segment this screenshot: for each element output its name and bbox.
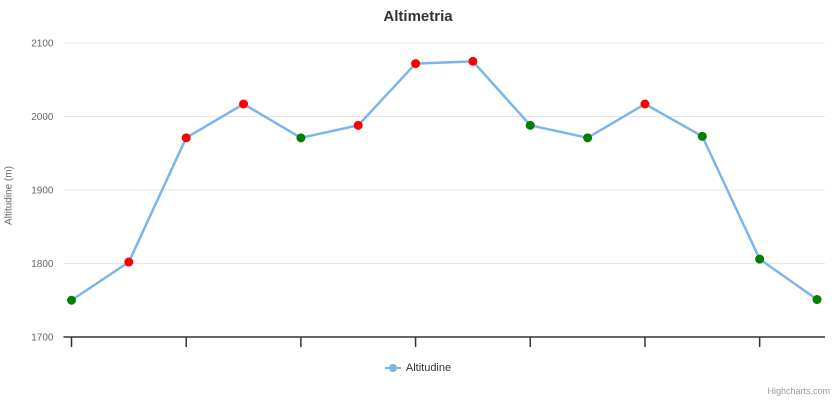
chart-title: Altimetria <box>383 8 453 25</box>
y-axis-label: 1700 <box>31 333 54 344</box>
y-axis-label: 2100 <box>31 39 54 50</box>
data-point-marker[interactable] <box>67 295 76 305</box>
data-point-marker[interactable] <box>124 257 134 267</box>
series-line <box>70 60 819 302</box>
legend: Altitudine <box>0 362 836 374</box>
legend-label: Altitudine <box>405 362 452 374</box>
legend-item-altitudine[interactable]: Altitudine <box>384 362 452 374</box>
data-point-marker[interactable] <box>181 133 191 143</box>
data-point-marker[interactable] <box>468 56 478 66</box>
data-point-marker[interactable] <box>583 133 593 143</box>
data-point-marker[interactable] <box>296 133 306 143</box>
highcharts-credits-link[interactable]: Highcharts.com <box>767 386 830 396</box>
legend-line-marker-icon <box>384 364 401 372</box>
y-axis-label: 1800 <box>31 259 54 270</box>
data-point-marker[interactable] <box>239 99 249 109</box>
y-axis-label: 2000 <box>31 112 54 123</box>
data-point-marker[interactable] <box>812 295 822 305</box>
data-point-marker[interactable] <box>640 99 650 109</box>
data-point-marker[interactable] <box>697 131 707 141</box>
y-axis-label: 1900 <box>31 186 54 197</box>
data-point-marker[interactable] <box>353 120 363 130</box>
data-point-marker[interactable] <box>411 59 421 69</box>
data-point-marker[interactable] <box>755 254 765 264</box>
data-point-marker[interactable] <box>525 120 535 130</box>
